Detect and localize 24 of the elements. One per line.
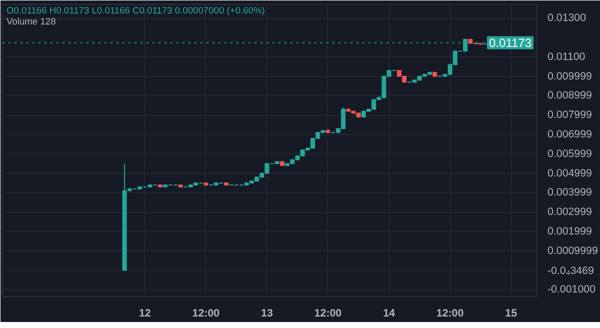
- annotation: Volume 128: [6, 16, 56, 26]
- y-tick-label: 0.008999: [548, 90, 592, 102]
- y-tick-label: 0.0009999: [548, 244, 598, 257]
- annotation: O0.01166 H0.01173 L0.01166 C0.01173 0.00007000 (+0.60%): [6, 6, 265, 16]
- y-tick-label: 0.003999: [548, 186, 592, 199]
- y-tick-label: 0.004999: [548, 167, 592, 180]
- y-tick-label: 0.001999: [548, 226, 592, 238]
- y-tick-label: 0.007999: [548, 109, 592, 122]
- x-tick-label: 13: [261, 308, 273, 320]
- y-tick-label: 0.002999: [548, 206, 592, 218]
- y-tick-label: 0.005999: [548, 148, 592, 160]
- y-tick-label: -0.001000: [548, 284, 596, 296]
- x-tick-label: 12:00: [314, 308, 342, 320]
- y-tick-label: 0.01300: [548, 12, 586, 24]
- y-tick-label: -0.0₄3469: [548, 264, 594, 277]
- x-tick-label: 15: [505, 308, 518, 320]
- y-tick-label: 0.009999: [548, 70, 592, 82]
- x-tick-label: 12: [138, 308, 151, 320]
- x-tick-label: 12:00: [192, 308, 220, 320]
- y-tick-label: 0.006999: [548, 128, 592, 141]
- x-tick-label: 14: [383, 308, 396, 320]
- x-tick-label: 12:00: [436, 308, 464, 320]
- ref-line-label: 0.01173: [489, 36, 532, 50]
- y-tick-label: 0.01100: [548, 50, 586, 63]
